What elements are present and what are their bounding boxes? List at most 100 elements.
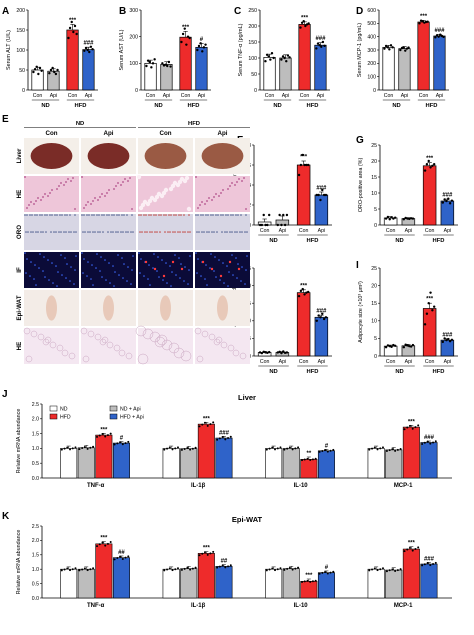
nucleus-dot [196, 272, 198, 274]
he-cell [85, 204, 87, 206]
data-point [314, 457, 317, 460]
nucleus-dot [100, 256, 102, 258]
stain-dot [183, 214, 185, 216]
stain-dot [221, 231, 223, 233]
micrograph-tile [24, 176, 79, 212]
stain-dot [172, 231, 174, 233]
data-point [393, 216, 397, 219]
stain-dot [54, 214, 56, 216]
data-point [368, 569, 371, 572]
data-point [288, 446, 291, 449]
bar [367, 448, 385, 479]
data-point [280, 223, 283, 227]
data-point [301, 287, 304, 291]
bar [265, 568, 283, 599]
adipocyte-outline [44, 336, 52, 344]
stain-dot [58, 231, 60, 233]
nucleus-dot [52, 282, 54, 284]
data-point [423, 563, 426, 566]
significance-label: *** [203, 416, 211, 422]
he-cell [186, 206, 192, 212]
nucleus-dot [33, 278, 35, 280]
legend-swatch [49, 405, 58, 412]
data-point [69, 448, 72, 451]
data-point [109, 432, 112, 435]
data-point [404, 343, 407, 346]
chart-A: 0 50 100 150 200 Serum ALT (U/L) A Con Api *** Con… [2, 6, 98, 109]
stain-dot [216, 231, 218, 233]
data-point [283, 568, 286, 571]
he-cell [115, 185, 117, 187]
stain-dot [184, 231, 186, 233]
data-point [329, 571, 332, 574]
data-point [404, 216, 407, 220]
x-tick-label: Con [33, 93, 43, 99]
data-point [106, 434, 109, 437]
data-point [180, 448, 183, 451]
y-axis-label: Serum TNF-α (pg/mL) [238, 23, 244, 76]
he-cell [195, 176, 197, 178]
stain-dot [222, 214, 224, 216]
stain-dot [125, 231, 127, 233]
data-point [381, 446, 384, 449]
data-point [174, 447, 177, 450]
y-tick-label: 250 [248, 8, 257, 14]
nucleus-dot [232, 274, 234, 276]
data-point [286, 447, 289, 450]
y-tick-label: 25 [371, 143, 377, 149]
data-point [404, 49, 407, 52]
data-point [106, 542, 109, 545]
stain-dot [240, 214, 242, 216]
data-point [53, 70, 56, 74]
stain-dot [115, 231, 117, 233]
he-cell [67, 178, 69, 180]
data-point [443, 337, 446, 340]
data-point [145, 64, 148, 68]
nucleus-dot [122, 277, 124, 279]
adipocyte-outline [80, 327, 88, 335]
he-cell [213, 196, 215, 198]
y-tick-label: 1.5 [32, 553, 39, 559]
data-point [264, 351, 267, 354]
stain-dot [224, 231, 226, 233]
nucleus-dot [127, 266, 129, 268]
data-point [285, 60, 288, 63]
y-tick-label: 1.5 [32, 431, 39, 437]
stain-dot [82, 231, 84, 233]
micrograph-tile [81, 252, 136, 288]
data-point [376, 569, 379, 572]
data-point [396, 448, 399, 451]
data-point [291, 448, 294, 451]
data-point [332, 570, 335, 573]
micrograph-tile [138, 328, 193, 364]
nucleus-dot [99, 270, 101, 272]
data-point [89, 45, 93, 48]
x-tick-label: Con [68, 93, 78, 99]
data-point [288, 566, 291, 569]
group-label: ND [392, 103, 400, 109]
data-point [441, 201, 445, 204]
stain-dot [195, 214, 197, 216]
data-point [81, 568, 84, 571]
data-point [386, 344, 390, 347]
bar [422, 308, 437, 357]
data-point [265, 569, 268, 572]
data-point [216, 566, 219, 569]
stain-dot [182, 231, 184, 233]
significance-label: *** [300, 283, 308, 289]
bar [300, 459, 318, 479]
data-point [427, 302, 430, 305]
stain-dot [132, 231, 134, 233]
stain-dot [63, 231, 65, 233]
data-point [264, 223, 267, 227]
data-point [418, 22, 421, 25]
he-cell [24, 176, 26, 178]
data-point [274, 448, 277, 451]
chart-K: 0.0 0.5 1.0 1.5 2.0 2.5 Relative mRNA abundanc… [2, 511, 452, 609]
y-tick-label: 100 [248, 56, 257, 62]
nucleus-dot [48, 279, 50, 281]
he-cell [56, 188, 58, 190]
data-point [285, 213, 289, 217]
data-point [276, 223, 280, 227]
bar [180, 448, 198, 479]
